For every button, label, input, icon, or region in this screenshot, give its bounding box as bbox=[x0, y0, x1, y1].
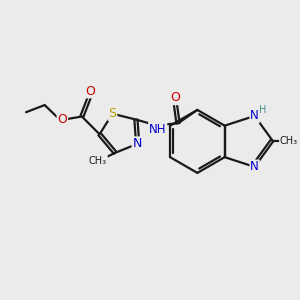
Text: O: O bbox=[170, 91, 180, 104]
Text: S: S bbox=[108, 107, 116, 120]
Text: CH₃: CH₃ bbox=[280, 136, 298, 146]
Text: N: N bbox=[132, 137, 142, 150]
Text: CH₃: CH₃ bbox=[89, 156, 107, 166]
Text: O: O bbox=[57, 113, 67, 126]
Text: NH: NH bbox=[149, 122, 166, 136]
Text: N: N bbox=[250, 110, 259, 122]
Text: N: N bbox=[250, 160, 259, 173]
Text: H: H bbox=[259, 105, 266, 115]
Text: O: O bbox=[85, 85, 95, 98]
